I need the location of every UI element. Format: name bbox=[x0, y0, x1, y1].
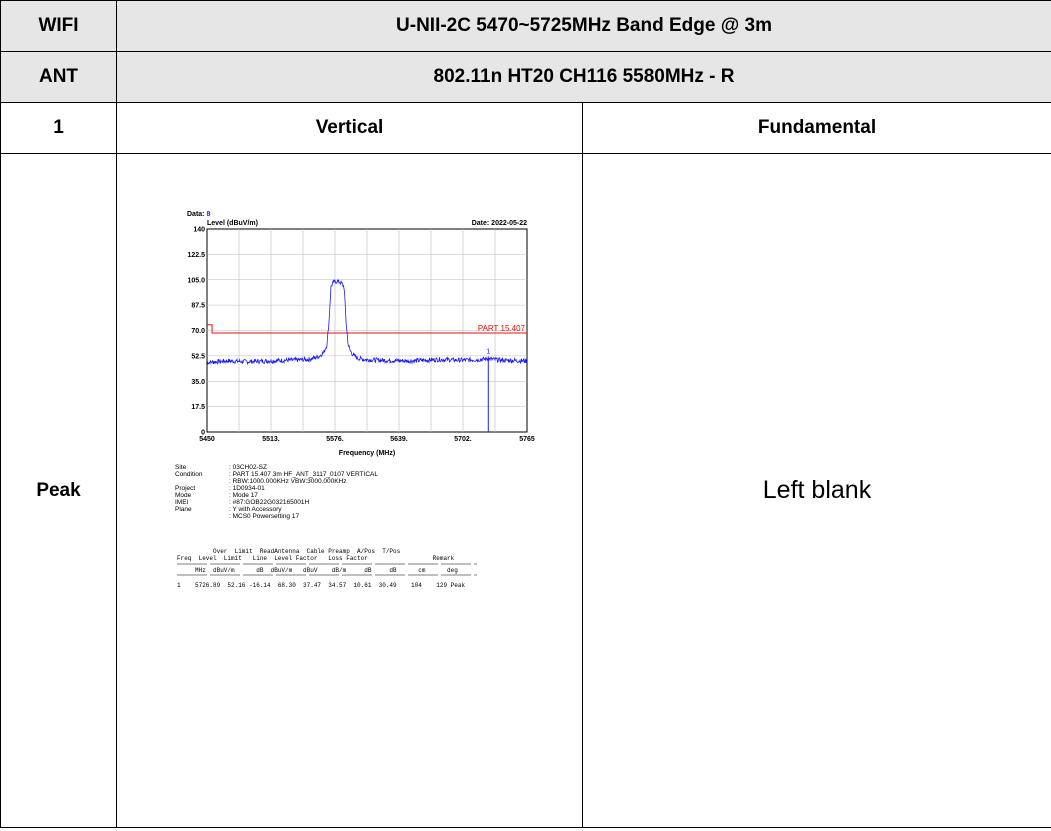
column-header-row: 1 Vertical Fundamental bbox=[0, 102, 1051, 154]
fundamental-header: Fundamental bbox=[582, 102, 1051, 154]
data-label: Data: 8 bbox=[187, 211, 211, 218]
header-row-wifi: WIFI U-NII-2C 5470~5725MHz Band Edge @ 3… bbox=[0, 0, 1051, 52]
left-blank-cell: Left blank bbox=[582, 153, 1051, 828]
info-label: IMEI bbox=[175, 499, 189, 506]
date-label: Date: 2022-05-22 bbox=[472, 220, 527, 227]
info-value: : Y with Accessory bbox=[229, 506, 282, 513]
info-label: Site bbox=[175, 464, 187, 471]
info-label: Plane bbox=[175, 506, 192, 513]
x-tick-label: 5450 bbox=[199, 436, 215, 443]
detector-label: Peak bbox=[0, 153, 117, 828]
plot-cell: 0 17.5 35.0 52.5 70.0 87.5 105.0 122.5 140 5450 5… bbox=[116, 153, 583, 828]
y-tick-label: 87.5 bbox=[191, 302, 205, 309]
info-value: : MCS0 Powersetting 17 bbox=[229, 513, 299, 520]
header-row-ant: ANT 802.11n HT20 CH116 5580MHz - R bbox=[0, 51, 1051, 103]
row-label-wifi: WIFI bbox=[0, 0, 117, 52]
x-axis-label: Frequency (MHz) bbox=[339, 450, 395, 457]
info-value: : RBW:1000.000KHz VBW:3000.000KHz bbox=[229, 478, 347, 485]
table-row-1: 1 5726.89 52.16 -16.14 68.30 37.47 34.57… bbox=[177, 582, 465, 589]
mode-title: 802.11n HT20 CH116 5580MHz - R bbox=[116, 51, 1051, 103]
measurement-info: Site : 03CH02-SZ Condition : PART 15.407 3m… bbox=[175, 464, 378, 520]
x-tick-label: 5513. bbox=[262, 436, 280, 443]
y-tick-labels: 0 17.5 35.0 52.5 70.0 87.5 105.0 122.5 140 bbox=[187, 226, 205, 436]
index-cell: 1 bbox=[0, 102, 117, 154]
info-label: Project bbox=[175, 485, 195, 492]
row-label-ant: ANT bbox=[0, 51, 117, 103]
info-label: Mode bbox=[175, 492, 192, 499]
info-label: Condition bbox=[175, 471, 203, 478]
x-tick-label: 5639. bbox=[390, 436, 408, 443]
result-table: Over Limit ReadAntenna Cable Preamp A/Po… bbox=[177, 548, 477, 589]
content-row: Peak 0 17.5 35.0 52.5 70.0 87.5 105.0 122.5 140 … bbox=[0, 153, 1051, 828]
info-value: : Mode 17 bbox=[229, 492, 258, 499]
y-tick-label: 52.5 bbox=[191, 353, 205, 360]
y-tick-label: 122.5 bbox=[187, 251, 205, 258]
info-value: : PART 15.407 3m HF_ANT_3117_0107 VERTIC… bbox=[229, 471, 378, 478]
info-value: : 1D0934-01 bbox=[229, 485, 265, 492]
info-value: : #87:GOB22G032165001H bbox=[229, 499, 310, 506]
x-tick-label: 5576. bbox=[326, 436, 344, 443]
band-edge-title: U-NII-2C 5470~5725MHz Band Edge @ 3m bbox=[116, 0, 1051, 52]
spectrum-trace bbox=[206, 278, 528, 365]
x-tick-labels: 5450 5513. 5576. 5639. 5702. 5765 bbox=[199, 436, 535, 443]
limit-line bbox=[207, 323, 527, 333]
y-tick-label: 70.0 bbox=[191, 328, 205, 335]
table-head-2: Freq Level Limit Line Level Factor Loss … bbox=[177, 555, 455, 562]
y-axis-label: Level (dBuV/m) bbox=[207, 220, 258, 227]
table-head-1: Over Limit ReadAntenna Cable Preamp A/Po… bbox=[177, 548, 401, 555]
grid-lines bbox=[207, 228, 527, 432]
marker-label: 1 bbox=[486, 348, 490, 355]
limit-label: PART 15.407 bbox=[478, 323, 526, 332]
x-tick-label: 5765 bbox=[519, 436, 535, 443]
y-tick-label: 105.0 bbox=[187, 277, 205, 284]
y-tick-label: 17.5 bbox=[191, 404, 205, 411]
y-tick-label: 140 bbox=[193, 226, 205, 233]
table-units: MHz dBuV/m dB dBuV/m dBuV dB/m dB dB cm … bbox=[177, 567, 458, 574]
polarization-header: Vertical bbox=[116, 102, 583, 154]
info-value: : 03CH02-SZ bbox=[229, 464, 267, 471]
y-tick-label: 35.0 bbox=[191, 378, 205, 385]
x-tick-label: 5702. bbox=[454, 436, 472, 443]
y-tick-label: 0 bbox=[201, 429, 205, 436]
